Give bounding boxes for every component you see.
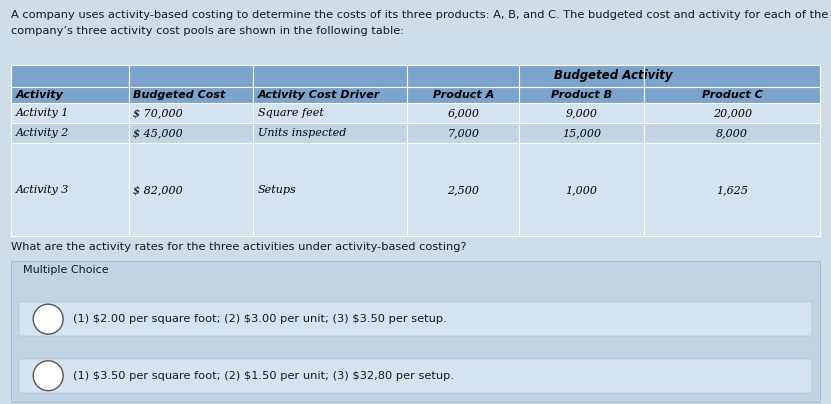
Ellipse shape xyxy=(33,361,63,391)
Text: Activity 3: Activity 3 xyxy=(16,185,69,195)
Text: Multiple Choice: Multiple Choice xyxy=(23,265,109,275)
Text: Activity 2: Activity 2 xyxy=(16,128,69,138)
Text: 7,000: 7,000 xyxy=(447,128,479,138)
Text: Product B: Product B xyxy=(551,90,612,100)
Text: Product C: Product C xyxy=(701,90,763,100)
Text: Activity 1: Activity 1 xyxy=(16,108,69,118)
Text: A company uses activity-based costing to determine the costs of its three produc: A company uses activity-based costing to… xyxy=(11,10,829,20)
Text: What are the activity rates for the three activities under activity-based costin: What are the activity rates for the thre… xyxy=(11,242,466,252)
Text: 6,000: 6,000 xyxy=(447,108,479,118)
Text: $ 70,000: $ 70,000 xyxy=(133,108,183,118)
Text: 1,000: 1,000 xyxy=(566,185,597,195)
Text: company’s three activity cost pools are shown in the following table:: company’s three activity cost pools are … xyxy=(11,26,404,36)
Text: 15,000: 15,000 xyxy=(562,128,602,138)
FancyBboxPatch shape xyxy=(11,103,820,123)
Text: Budgeted Cost: Budgeted Cost xyxy=(133,90,225,100)
FancyBboxPatch shape xyxy=(19,359,812,393)
Text: Budgeted Activity: Budgeted Activity xyxy=(554,69,673,82)
Text: Units inspected: Units inspected xyxy=(258,128,346,138)
Text: Square feet: Square feet xyxy=(258,108,323,118)
Text: $ 45,000: $ 45,000 xyxy=(133,128,183,138)
Text: 2,500: 2,500 xyxy=(447,185,479,195)
Text: Product A: Product A xyxy=(433,90,494,100)
Text: 9,000: 9,000 xyxy=(566,108,597,118)
Ellipse shape xyxy=(33,304,63,334)
Text: (1) $3.50 per square foot; (2) $1.50 per unit; (3) $32,80 per setup.: (1) $3.50 per square foot; (2) $1.50 per… xyxy=(73,371,454,381)
FancyBboxPatch shape xyxy=(11,65,820,236)
FancyBboxPatch shape xyxy=(11,65,820,87)
Text: 1,625: 1,625 xyxy=(716,185,748,195)
Text: 8,000: 8,000 xyxy=(716,128,748,138)
FancyBboxPatch shape xyxy=(11,143,820,236)
Text: Activity Cost Driver: Activity Cost Driver xyxy=(258,90,380,100)
FancyBboxPatch shape xyxy=(19,302,812,336)
Text: Setups: Setups xyxy=(258,185,297,195)
FancyBboxPatch shape xyxy=(11,261,820,402)
Text: Activity: Activity xyxy=(16,90,64,100)
Text: 20,000: 20,000 xyxy=(712,108,752,118)
FancyBboxPatch shape xyxy=(11,87,820,103)
FancyBboxPatch shape xyxy=(11,123,820,143)
Text: $ 82,000: $ 82,000 xyxy=(133,185,183,195)
Text: (1) $2.00 per square foot; (2) $3.00 per unit; (3) $3.50 per setup.: (1) $2.00 per square foot; (2) $3.00 per… xyxy=(73,314,447,324)
